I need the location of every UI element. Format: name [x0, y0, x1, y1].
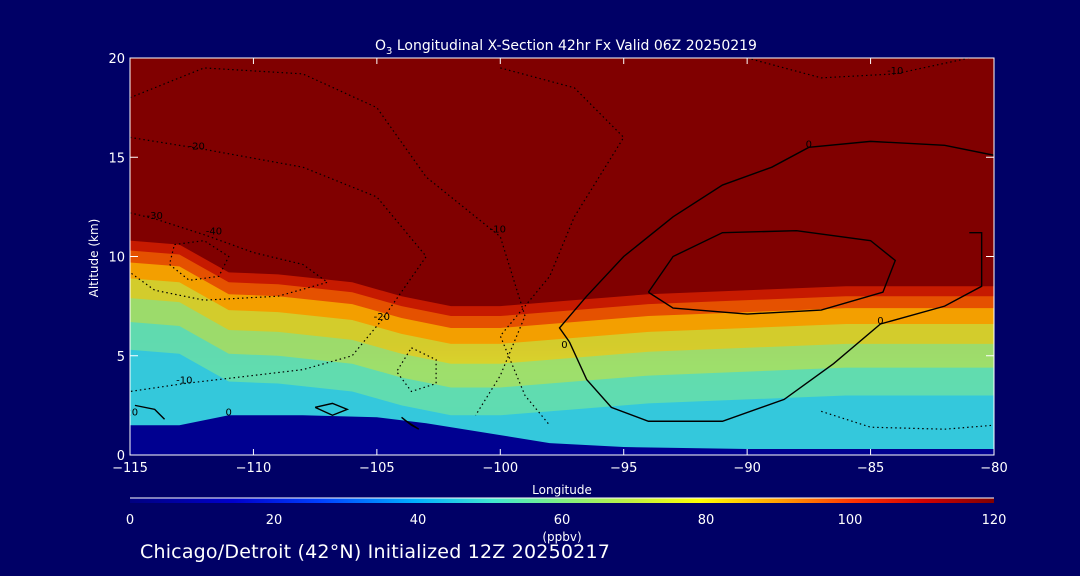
- contour-small-2: [401, 416, 420, 430]
- x-tick-label: −90: [733, 461, 760, 476]
- y-axis-label: Altitude (km): [87, 219, 101, 298]
- colorbar: [130, 498, 994, 503]
- colorbar-tick-label: 60: [554, 513, 571, 528]
- x-axis: −115 −110 −105 −100 −95 −90 −85 −80: [112, 58, 1008, 476]
- contour-label: -20: [122, 407, 138, 418]
- contour-label: -10: [176, 376, 192, 387]
- contour-neg-7: [395, 347, 437, 393]
- contour-small-1: [314, 402, 350, 417]
- contour-label: -10: [887, 66, 903, 77]
- x-tick-label: −85: [857, 461, 884, 476]
- stratospheric-ozone: [130, 58, 994, 297]
- y-tick-label: 0: [117, 449, 125, 464]
- colorbar-tick-label: 0: [126, 513, 134, 528]
- x-tick-label: −80: [980, 461, 1007, 476]
- y-tick-label: 20: [108, 52, 125, 67]
- contour-neg-6: [746, 58, 970, 79]
- contour-label: -40: [206, 227, 222, 238]
- y-tick-label: 5: [117, 350, 125, 365]
- x-tick-label: −100: [482, 461, 518, 476]
- x-tick-label: −95: [610, 461, 637, 476]
- y-tick-label: 10: [108, 251, 125, 266]
- colorbar-tick-label: 20: [266, 513, 283, 528]
- colorbar-tick-label: 80: [698, 513, 715, 528]
- colorbar-tick-label: 100: [838, 513, 863, 528]
- colorbar-units: (ppbv): [542, 530, 581, 544]
- terrain-low-ozone: [130, 415, 994, 455]
- colorbar-tick-label: 120: [982, 513, 1007, 528]
- chart-title: O3 Longitudinal X-Section 42hr Fx Valid …: [375, 38, 757, 57]
- x-tick-label: −110: [236, 461, 272, 476]
- contour-neg-1: [130, 67, 526, 416]
- run-info-footer: Chicago/Detroit (42°N) Initialized 12Z 2…: [140, 541, 611, 563]
- x-tick-label: −115: [112, 461, 148, 476]
- contour-neg-4: [168, 239, 230, 281]
- contour-label: -20: [374, 312, 390, 323]
- contour-zero-lower: [568, 231, 983, 422]
- contour-label: 0: [806, 139, 812, 150]
- contour-surface: [134, 404, 166, 420]
- contour-inner-closed: [647, 229, 897, 315]
- plot-area: [130, 58, 994, 455]
- contour-label: 0: [561, 340, 567, 351]
- x-tick-label: −105: [359, 461, 395, 476]
- y-tick-label: 15: [108, 151, 125, 166]
- contour-zero-outer: [558, 140, 994, 343]
- contour-label: -10: [490, 225, 506, 236]
- contour-label: 0: [226, 407, 232, 418]
- x-axis-label: Longitude: [532, 483, 592, 497]
- contour-label: 0: [877, 316, 883, 327]
- contour-neg-2: [130, 136, 427, 393]
- y-axis: 0 5 10 15 20: [108, 52, 994, 464]
- colorbar-tick-label: 40: [410, 513, 427, 528]
- contour-label: -20: [188, 141, 204, 152]
- colorbar-ticks: 0 20 40 60 80 100 120: [126, 513, 1007, 528]
- contour-label: -30: [147, 211, 163, 222]
